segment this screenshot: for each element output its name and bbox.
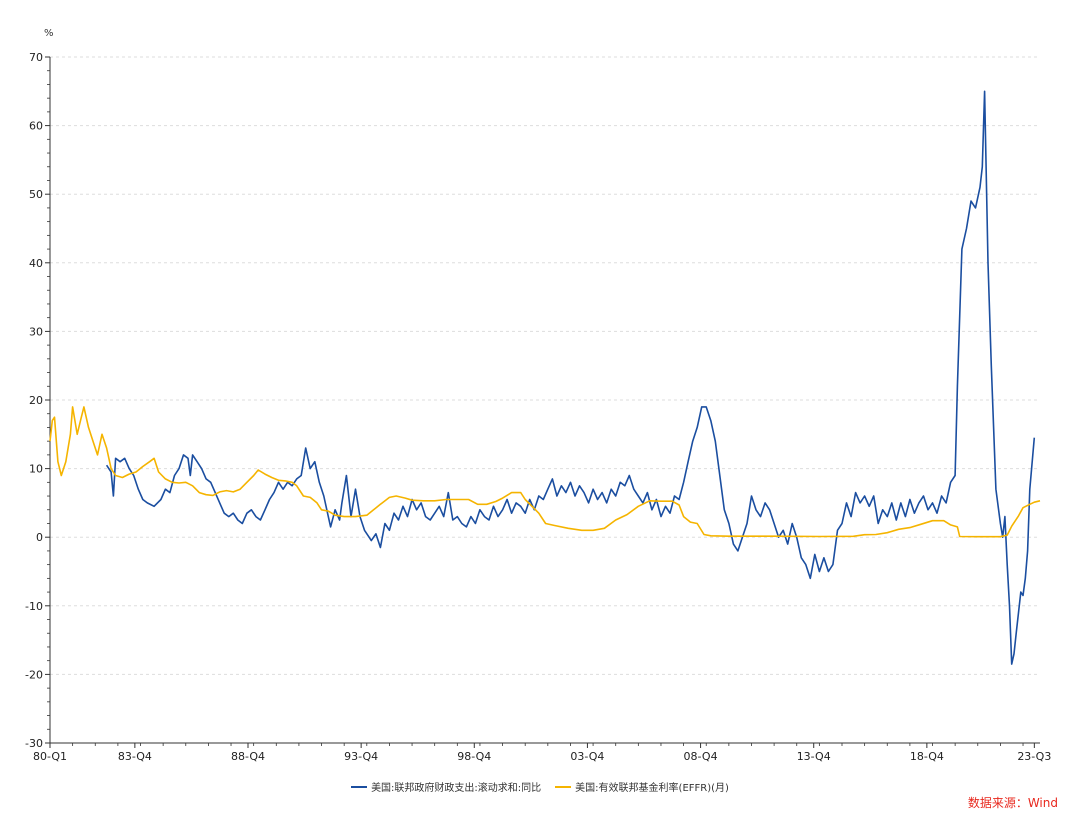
legend-item-spending: 美国:联邦政府财政支出:滚动求和:同比 [351, 779, 541, 794]
legend-label-effr: 美国:有效联邦基金利率(EFFR)(月) [575, 783, 729, 794]
x-tick-label: 98-Q4 [457, 750, 491, 763]
y-tick-label: 60 [29, 120, 43, 133]
y-tick-label: 40 [29, 257, 43, 270]
legend: 美国:联邦政府财政支出:滚动求和:同比 美国:有效联邦基金利率(EFFR)(月) [0, 779, 1080, 794]
y-tick-label: -20 [25, 668, 43, 681]
x-tick-label: 93-Q4 [344, 750, 378, 763]
legend-item-effr: 美国:有效联邦基金利率(EFFR)(月) [555, 779, 729, 794]
y-tick-label: 20 [29, 394, 43, 407]
y-tick-label: 30 [29, 325, 43, 338]
x-tick-label: 18-Q4 [910, 750, 944, 763]
x-tick-label: 80-Q1 [33, 750, 67, 763]
y-tick-label: -30 [25, 737, 43, 750]
x-tick-label: 88-Q4 [231, 750, 265, 763]
y-axis-unit: % [44, 28, 54, 39]
legend-label-spending: 美国:联邦政府财政支出:滚动求和:同比 [371, 783, 542, 794]
legend-swatch-effr [555, 785, 572, 788]
y-tick-label: -10 [25, 600, 43, 613]
y-tick-label: 50 [29, 188, 43, 201]
x-tick-label: 13-Q4 [797, 750, 831, 763]
x-tick-label: 03-Q4 [570, 750, 604, 763]
x-tick-label: 83-Q4 [118, 750, 152, 763]
legend-swatch-spending [351, 785, 368, 788]
series-line-effr [49, 406, 1041, 538]
data-source-note: 数据来源：Wind [967, 796, 1058, 810]
x-tick-label: 23-Q3 [1017, 750, 1051, 763]
series-line-spending [105, 90, 1036, 665]
y-tick-label: 70 [29, 51, 43, 64]
y-tick-label: 10 [29, 463, 43, 476]
y-tick-label: 0 [36, 531, 43, 544]
x-tick-label: 08-Q4 [684, 750, 718, 763]
